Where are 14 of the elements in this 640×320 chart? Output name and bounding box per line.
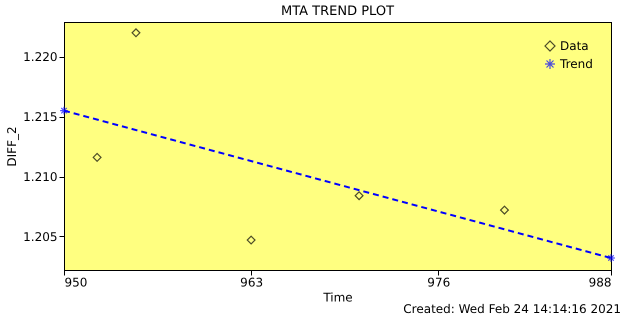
- text: Created: Wed Feb 24 14:14:16 2021: [403, 302, 621, 316]
- legend-label: Trend: [559, 57, 593, 71]
- y-tick-label: 1.215: [23, 110, 58, 124]
- x-axis-title: Time: [322, 290, 353, 304]
- x-tick-label: 963: [240, 276, 264, 290]
- x-tick-label: 950: [64, 276, 88, 290]
- y-tick-label: 1.205: [23, 230, 58, 244]
- x-tick-label: 976: [427, 276, 450, 290]
- x-tick-label: 988: [588, 276, 612, 290]
- y-axis-title: DIFF_2: [5, 126, 20, 167]
- y-tick-label: 1.210: [23, 170, 58, 184]
- y-tick-label: 1.220: [23, 50, 58, 64]
- legend-label: Data: [560, 39, 589, 53]
- chart-title: MTA TREND PLOT: [280, 4, 394, 19]
